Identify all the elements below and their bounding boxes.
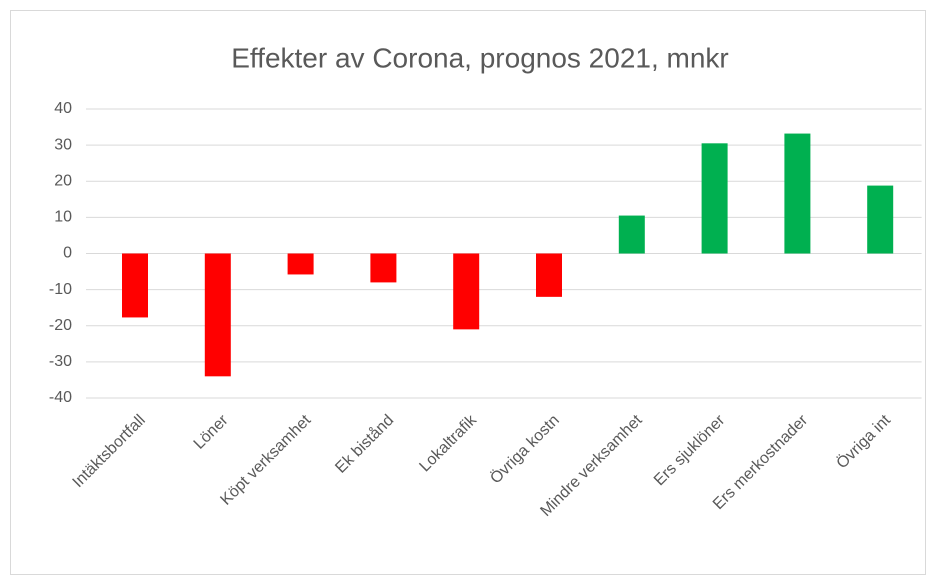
y-tick-label: -40: [49, 389, 72, 406]
bar: [122, 253, 148, 318]
y-tick-label: 0: [63, 245, 72, 262]
y-tick-label: 10: [54, 209, 72, 226]
y-tick-label: -20: [49, 317, 72, 334]
bar: [536, 253, 562, 297]
chart-title: Effekter av Corona, prognos 2021, mnkr: [231, 42, 729, 73]
bar: [784, 133, 811, 254]
bar: [453, 253, 480, 330]
y-tick-label: 40: [54, 100, 72, 117]
bar: [287, 253, 314, 275]
y-tick-label: -30: [49, 353, 72, 370]
bar: [701, 143, 728, 254]
bar: [204, 253, 231, 377]
bar: [618, 215, 645, 254]
y-tick-label: 30: [54, 136, 72, 153]
y-tick-label: 20: [54, 172, 72, 189]
y-tick-label: -10: [49, 281, 72, 298]
bar: [867, 185, 894, 254]
bar: [370, 253, 397, 283]
